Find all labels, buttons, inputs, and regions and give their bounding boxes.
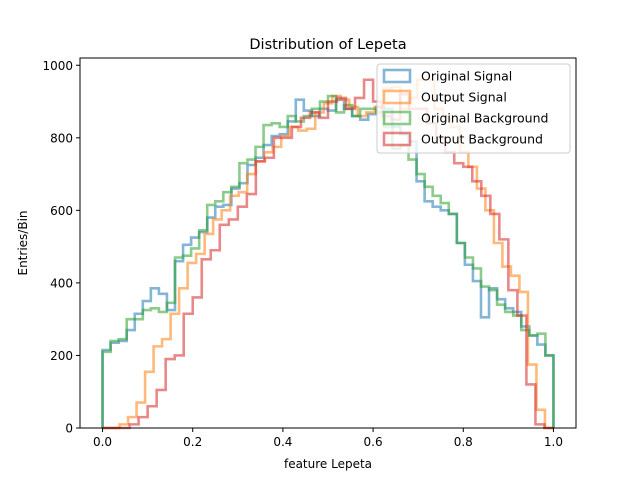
legend-label: Output Signal [421, 90, 507, 105]
legend-swatch [382, 89, 412, 105]
x-ticks: 0.0 0.2 0.4 0.6 0.8 1.0 [93, 428, 563, 449]
x-tick-label: 0.4 [273, 435, 292, 449]
y-tick-label: 200 [50, 349, 73, 363]
x-tick-label: 0.0 [93, 435, 112, 449]
x-tick-label: 1.0 [544, 435, 563, 449]
legend-swatch [382, 131, 412, 147]
legend-swatch [382, 110, 412, 126]
axes-frame [79, 57, 577, 429]
series-layer [101, 78, 555, 430]
chart-title: Distribution of Lepeta [249, 37, 406, 53]
y-axis-label: Entries/Bin [16, 210, 30, 275]
x-tick-label: 0.8 [454, 435, 473, 449]
x-tick-label: 0.6 [364, 435, 383, 449]
y-tick-label: 0 [65, 422, 73, 436]
y-tick-label: 1000 [42, 59, 73, 73]
legend-swatch [382, 68, 412, 84]
legend-label: Original Background [421, 111, 548, 126]
y-tick-label: 400 [50, 276, 73, 290]
y-ticks: 0 200 400 600 800 1000 [42, 59, 80, 436]
series-output-background-step [102, 78, 554, 430]
x-axis-label: feature Lepeta [284, 457, 372, 471]
y-tick-label: 600 [50, 204, 73, 218]
y-tick-label: 800 [50, 131, 73, 145]
legend-label: Original Signal [421, 69, 512, 84]
legend: Original Signal Output Signal Original Bac… [376, 63, 571, 154]
legend-box [376, 63, 571, 154]
legend-label: Output Background [421, 132, 543, 147]
series-original-background-step [101, 94, 555, 428]
x-tick-label: 0.2 [183, 435, 202, 449]
